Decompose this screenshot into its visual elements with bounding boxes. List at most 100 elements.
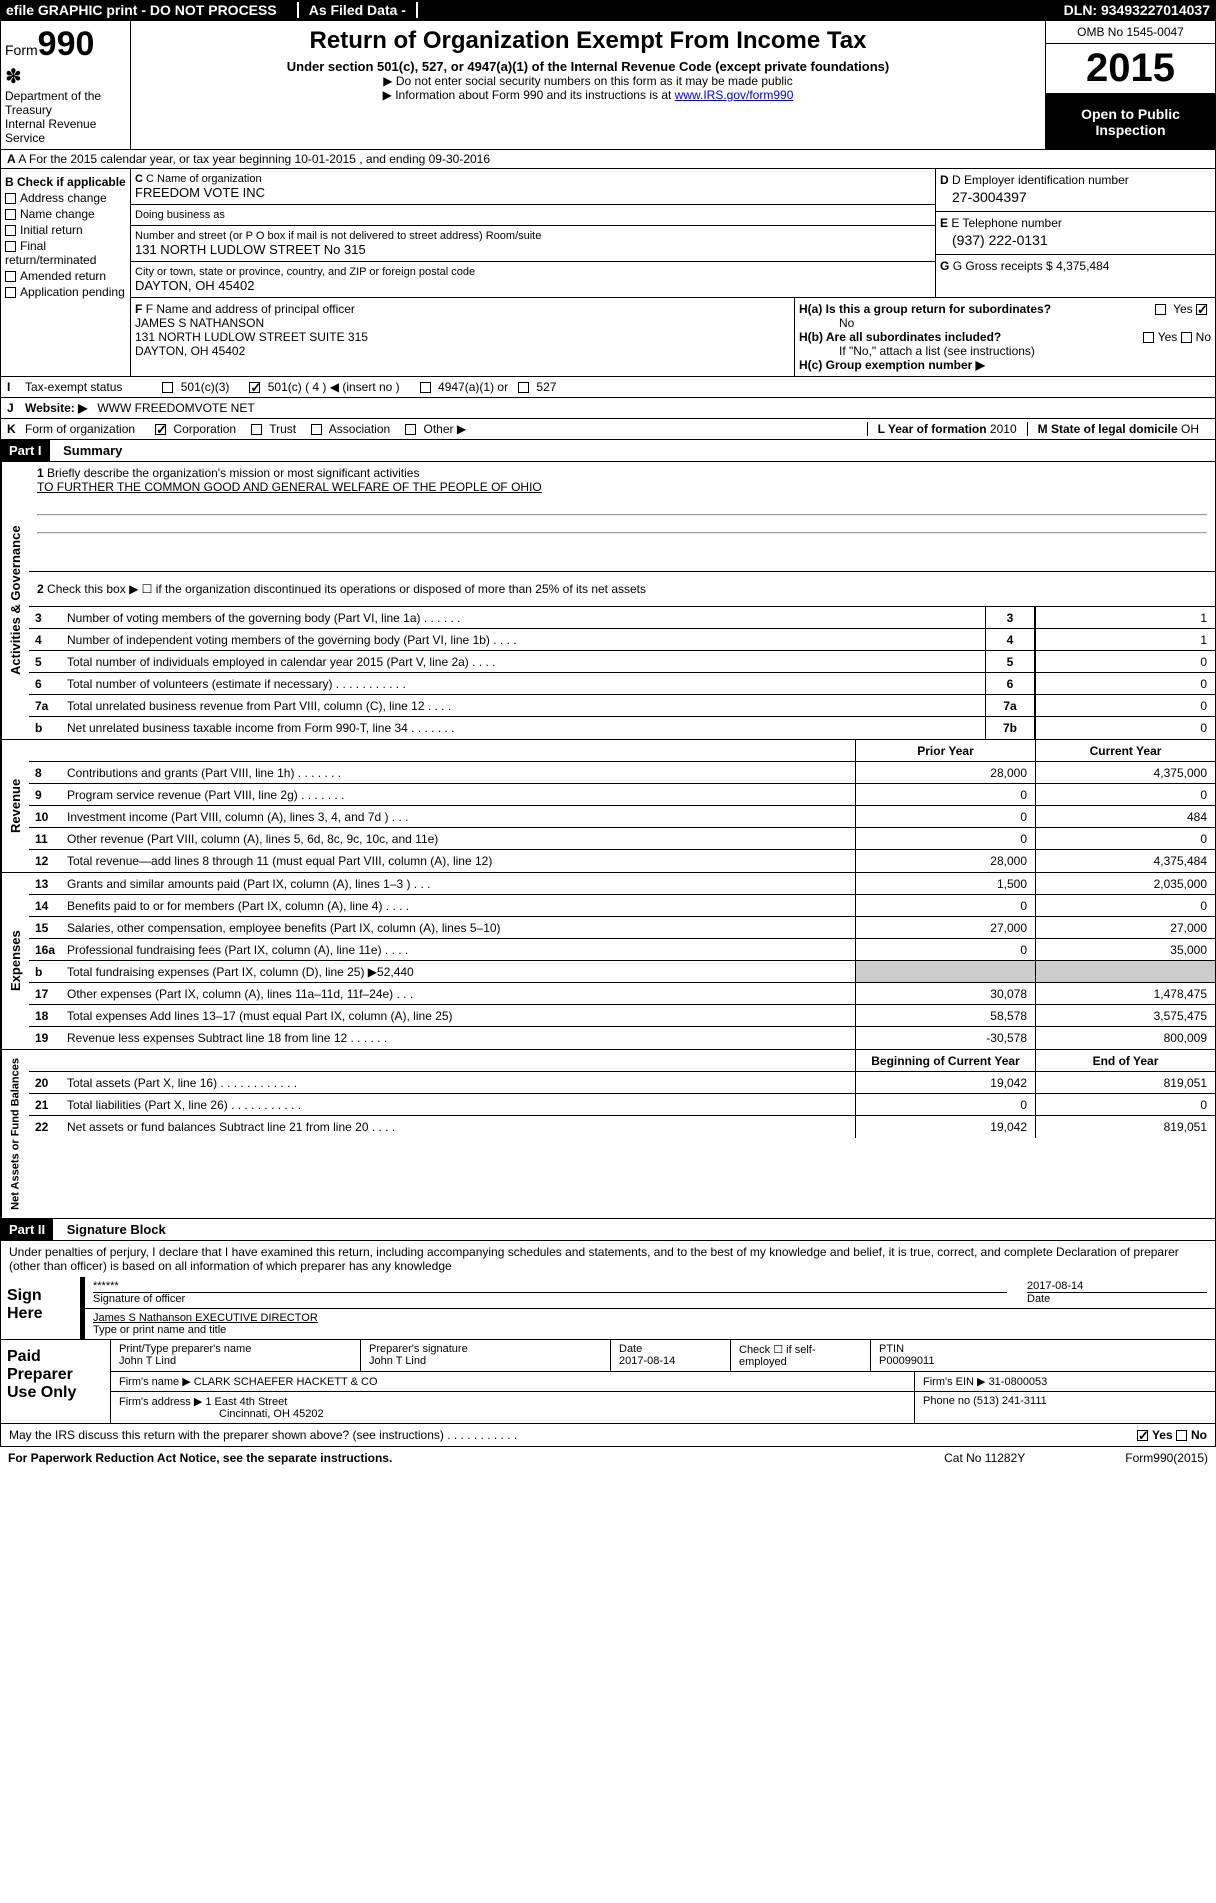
form-label: Form <box>5 42 38 58</box>
exp-line-b: bTotal fundraising expenses (Part IX, co… <box>29 961 1215 983</box>
officer-addr1: 131 NORTH LUDLOW STREET SUITE 315 <box>135 330 790 344</box>
part1-title: Summary <box>53 443 122 458</box>
paid-preparer-block: Paid Preparer Use Only Print/Type prepar… <box>0 1340 1216 1424</box>
firm-addr1: 1 East 4th Street <box>205 1396 287 1408</box>
phone: (937) 222-0131 <box>940 230 1211 250</box>
part1-expenses: Expenses 13Grants and similar amounts pa… <box>0 873 1216 1050</box>
firm-phone: (513) 241-3111 <box>973 1395 1047 1407</box>
gross-receipts: 4,375,484 <box>1056 259 1109 273</box>
form-note2: ▶ Information about Form 990 and its ins… <box>141 88 1035 102</box>
part1-revenue: Revenue Prior Year Current Year 8Contrib… <box>0 740 1216 873</box>
row-k: K Form of organization Corporation Trust… <box>0 419 1216 440</box>
exp-line-17: 17Other expenses (Part IX, column (A), l… <box>29 983 1215 1005</box>
section-b-title: B Check if applicable <box>5 175 126 189</box>
chk-501c[interactable] <box>249 382 260 393</box>
rev-line-11: 11Other revenue (Part VIII, column (A), … <box>29 828 1215 850</box>
form-header: Form990 ✽ Department of the Treasury Int… <box>0 20 1216 150</box>
row-a-tax-year: A A For the 2015 calendar year, or tax y… <box>0 150 1216 169</box>
governance-label: Activities & Governance <box>1 462 29 739</box>
org-city: DAYTON, OH 45402 <box>135 278 931 293</box>
gov-line-b: bNet unrelated business taxable income f… <box>29 717 1215 739</box>
expenses-label: Expenses <box>1 873 29 1049</box>
chk-hb-no[interactable] <box>1181 332 1192 343</box>
gov-line-3: 3Number of voting members of the governi… <box>29 607 1215 629</box>
chk-initial-return[interactable] <box>5 225 16 236</box>
exp-line-13: 13Grants and similar amounts paid (Part … <box>29 873 1215 895</box>
section-f: F F Name and address of principal office… <box>131 298 795 376</box>
header-dln: DLN: 93493227014037 <box>1064 2 1210 18</box>
revenue-label: Revenue <box>1 740 29 872</box>
part1-header-row: Part I Summary <box>0 440 1216 462</box>
chk-address-change[interactable] <box>5 193 16 204</box>
section-d: D D Employer identification number 27-30… <box>935 169 1215 297</box>
chk-other[interactable] <box>405 424 416 435</box>
sig-intro: Under penalties of perjury, I declare th… <box>0 1241 1216 1277</box>
tax-year: 2015 <box>1046 44 1215 94</box>
year-formation: 2010 <box>990 422 1017 436</box>
chk-ha-no[interactable] <box>1196 304 1207 315</box>
exp-line-19: 19Revenue less expenses Subtract line 18… <box>29 1027 1215 1049</box>
chk-assoc[interactable] <box>311 424 322 435</box>
part1-header: Part I <box>1 440 50 461</box>
ptin: P00099011 <box>879 1355 1207 1367</box>
section-bcd: B Check if applicable Address change Nam… <box>0 169 1216 377</box>
gov-line-7a: 7aTotal unrelated business revenue from … <box>29 695 1215 717</box>
paid-preparer-label: Paid Preparer Use Only <box>1 1340 111 1423</box>
omb-number: OMB No 1545-0047 <box>1046 21 1215 44</box>
form-number: 990 <box>38 25 95 63</box>
firm-addr2: Cincinnati, OH 45202 <box>219 1408 324 1420</box>
part2-header-row: Part II Signature Block <box>0 1219 1216 1241</box>
dept-treasury: Department of the Treasury <box>5 89 126 117</box>
chk-corp[interactable] <box>155 424 166 435</box>
rev-line-8: 8Contributions and grants (Part VIII, li… <box>29 762 1215 784</box>
discuss-row: May the IRS discuss this return with the… <box>0 1424 1216 1447</box>
chk-final-return[interactable] <box>5 241 16 252</box>
irs-link[interactable]: www.IRS.gov/form990 <box>675 88 794 102</box>
sign-here-block: Sign Here ****** Signature of officer 20… <box>0 1277 1216 1340</box>
form-number-block: Form990 ✽ Department of the Treasury Int… <box>1 21 131 149</box>
chk-4947[interactable] <box>420 382 431 393</box>
chk-name-change[interactable] <box>5 209 16 220</box>
chk-amended-return[interactable] <box>5 271 16 282</box>
sign-here-label: Sign Here <box>1 1277 81 1339</box>
rev-line-9: 9Program service revenue (Part VIII, lin… <box>29 784 1215 806</box>
header-center: As Filed Data - <box>297 2 418 18</box>
gov-line-5: 5Total number of individuals employed in… <box>29 651 1215 673</box>
header-left: efile GRAPHIC print - DO NOT PROCESS <box>6 2 277 18</box>
na-line-21: 21Total liabilities (Part X, line 26) . … <box>29 1094 1215 1116</box>
chk-hb-yes[interactable] <box>1143 332 1154 343</box>
org-street: 131 NORTH LUDLOW STREET No 315 <box>135 242 931 257</box>
efile-header-bar: efile GRAPHIC print - DO NOT PROCESS As … <box>0 0 1216 20</box>
form-title-block: Return of Organization Exempt From Incom… <box>131 21 1045 149</box>
exp-line-15: 15Salaries, other compensation, employee… <box>29 917 1215 939</box>
na-line-20: 20Total assets (Part X, line 16) . . . .… <box>29 1072 1215 1094</box>
chk-discuss-no[interactable] <box>1176 1430 1187 1441</box>
chk-501c3[interactable] <box>162 382 173 393</box>
website-url: WWW FREEDOMVOTE NET <box>97 401 254 415</box>
exp-line-16a: 16aProfessional fundraising fees (Part I… <box>29 939 1215 961</box>
state-domicile: OH <box>1181 422 1199 436</box>
footer-final: For Paperwork Reduction Act Notice, see … <box>0 1447 1216 1469</box>
section-c-wrap: C C Name of organization FREEDOM VOTE IN… <box>131 169 1215 376</box>
form-title: Return of Organization Exempt From Incom… <box>141 27 1035 55</box>
part1-netassets: Net Assets or Fund Balances Beginning of… <box>0 1050 1216 1219</box>
preparer-sig: John T Lind <box>369 1355 602 1367</box>
form-version: Form990(2015) <box>1125 1451 1208 1465</box>
chk-discuss-yes[interactable] <box>1137 1430 1148 1441</box>
section-c: C C Name of organization FREEDOM VOTE IN… <box>131 169 935 297</box>
firm-name: CLARK SCHAEFER HACKETT & CO <box>194 1376 378 1388</box>
open-inspection: Open to Public Inspection <box>1046 94 1215 149</box>
form-right-block: OMB No 1545-0047 2015 Open to Public Ins… <box>1045 21 1215 149</box>
rev-line-12: 12Total revenue—add lines 8 through 11 (… <box>29 850 1215 872</box>
chk-527[interactable] <box>518 382 529 393</box>
officer-addr2: DAYTON, OH 45402 <box>135 344 790 358</box>
gov-line-6: 6Total number of volunteers (estimate if… <box>29 673 1215 695</box>
cat-no: Cat No 11282Y <box>944 1451 1025 1465</box>
chk-ha-yes[interactable] <box>1155 304 1166 315</box>
chk-trust[interactable] <box>251 424 262 435</box>
row-i: I Tax-exempt status 501(c)(3) 501(c) ( 4… <box>0 377 1216 398</box>
row-j: J Website: ▶ WWW FREEDOMVOTE NET <box>0 398 1216 419</box>
na-line-22: 22Net assets or fund balances Subtract l… <box>29 1116 1215 1138</box>
form-note1: ▶ Do not enter social security numbers o… <box>141 74 1035 88</box>
chk-application-pending[interactable] <box>5 287 16 298</box>
